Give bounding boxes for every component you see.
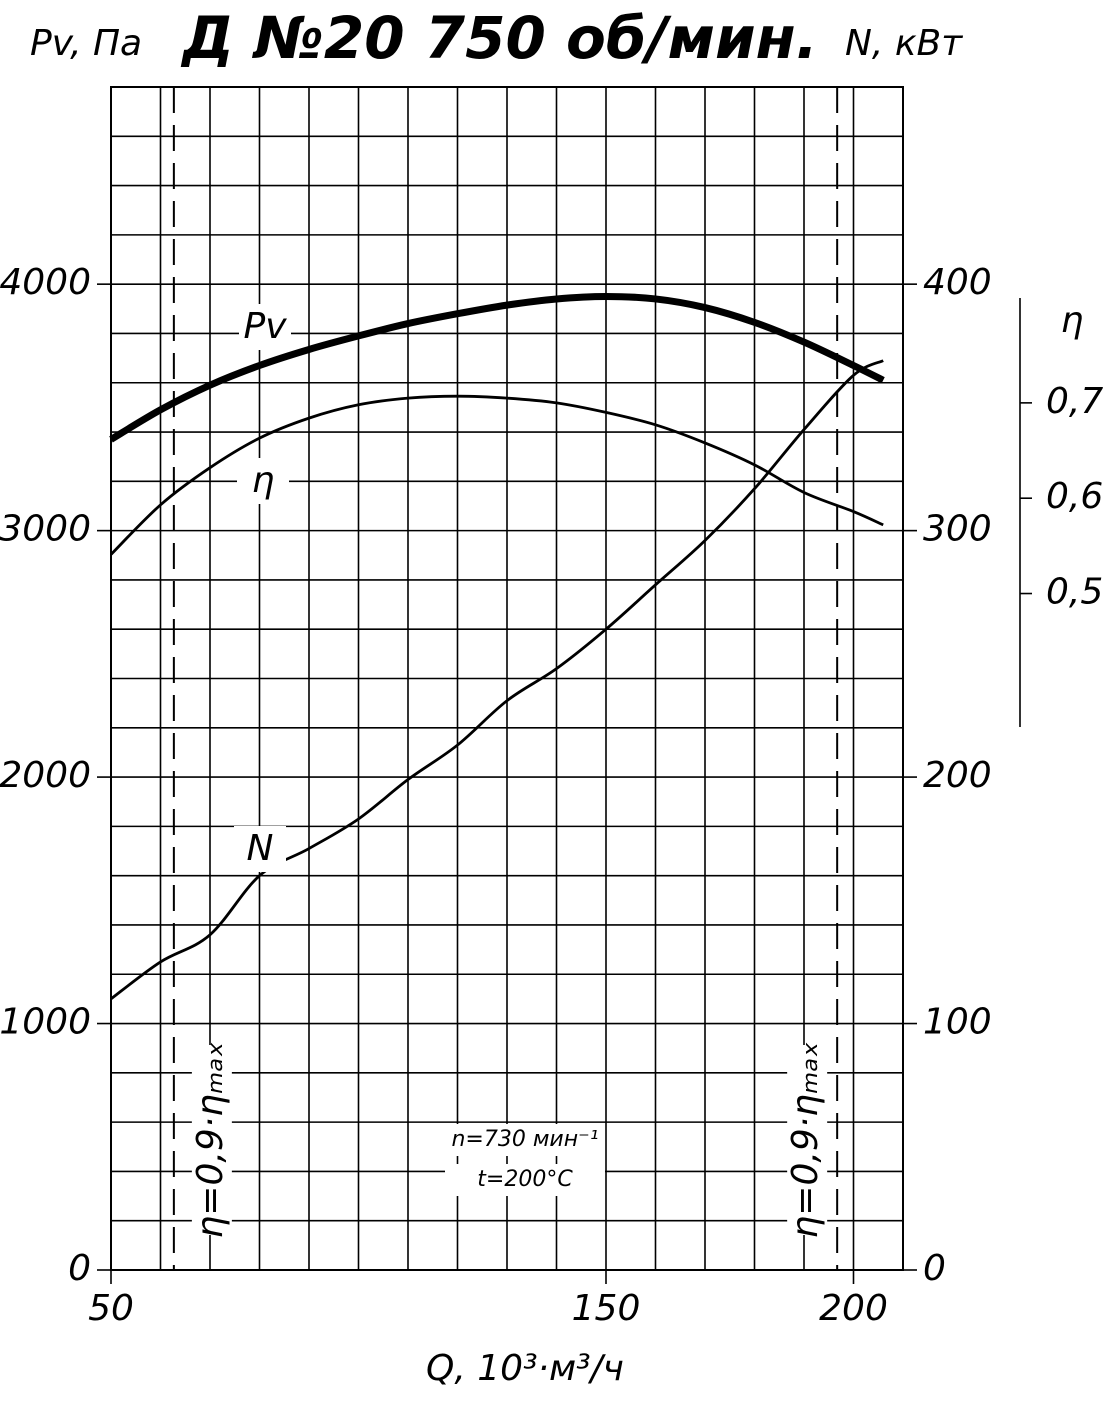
x-tick-label: 200 <box>819 1288 888 1329</box>
eta-tick-label: 0,5 <box>1046 572 1103 613</box>
curve <box>109 292 885 443</box>
label-bg <box>239 304 291 350</box>
y-tick-label: 0 <box>68 1248 91 1289</box>
y2-tick-label: 300 <box>923 509 992 550</box>
plot-frame <box>110 86 904 1271</box>
y-tick-label: 1000 <box>0 1002 91 1043</box>
x-tick-label: 150 <box>572 1288 641 1329</box>
y2-tick-label: 100 <box>923 1002 992 1043</box>
curve <box>110 359 884 1001</box>
y-tick-label: 3000 <box>0 509 91 550</box>
annotation: n=730 мин⁻¹ <box>451 1127 598 1152</box>
annotation: t=200°C <box>477 1167 573 1192</box>
label-bg <box>445 1124 605 1156</box>
series-label: η <box>252 460 275 501</box>
y-tick-label: 4000 <box>0 262 91 303</box>
series-label: Pv <box>243 306 287 347</box>
y-axis-title: Pv, Па <box>30 23 142 64</box>
threshold-label: η=0,9·ηₘₐₓ <box>190 1042 231 1239</box>
eta-tick-label: 0,7 <box>1046 381 1103 422</box>
x-axis-title: Q, 10³·м³/ч <box>426 1348 624 1389</box>
label-bg <box>445 1164 605 1196</box>
label-bg <box>234 826 286 872</box>
series-label: N <box>247 828 274 869</box>
threshold-label: η=0,9·ηₘₐₓ <box>785 1042 826 1239</box>
y2-axis-title: N, кВт <box>845 23 963 64</box>
eta-tick-label: 0,6 <box>1046 476 1103 517</box>
x-tick-label: 50 <box>88 1288 134 1329</box>
label-bg <box>787 1045 828 1235</box>
y2-tick-label: 0 <box>923 1248 946 1289</box>
label-bg <box>191 1045 232 1235</box>
y2-tick-label: 400 <box>923 262 992 303</box>
label-bg <box>237 458 289 504</box>
y-tick-label: 2000 <box>0 755 91 796</box>
y2-tick-label: 200 <box>923 755 992 796</box>
eta-axis-title: η <box>1061 300 1084 341</box>
chart-title: Д №20 750 об/мин. <box>180 4 817 72</box>
